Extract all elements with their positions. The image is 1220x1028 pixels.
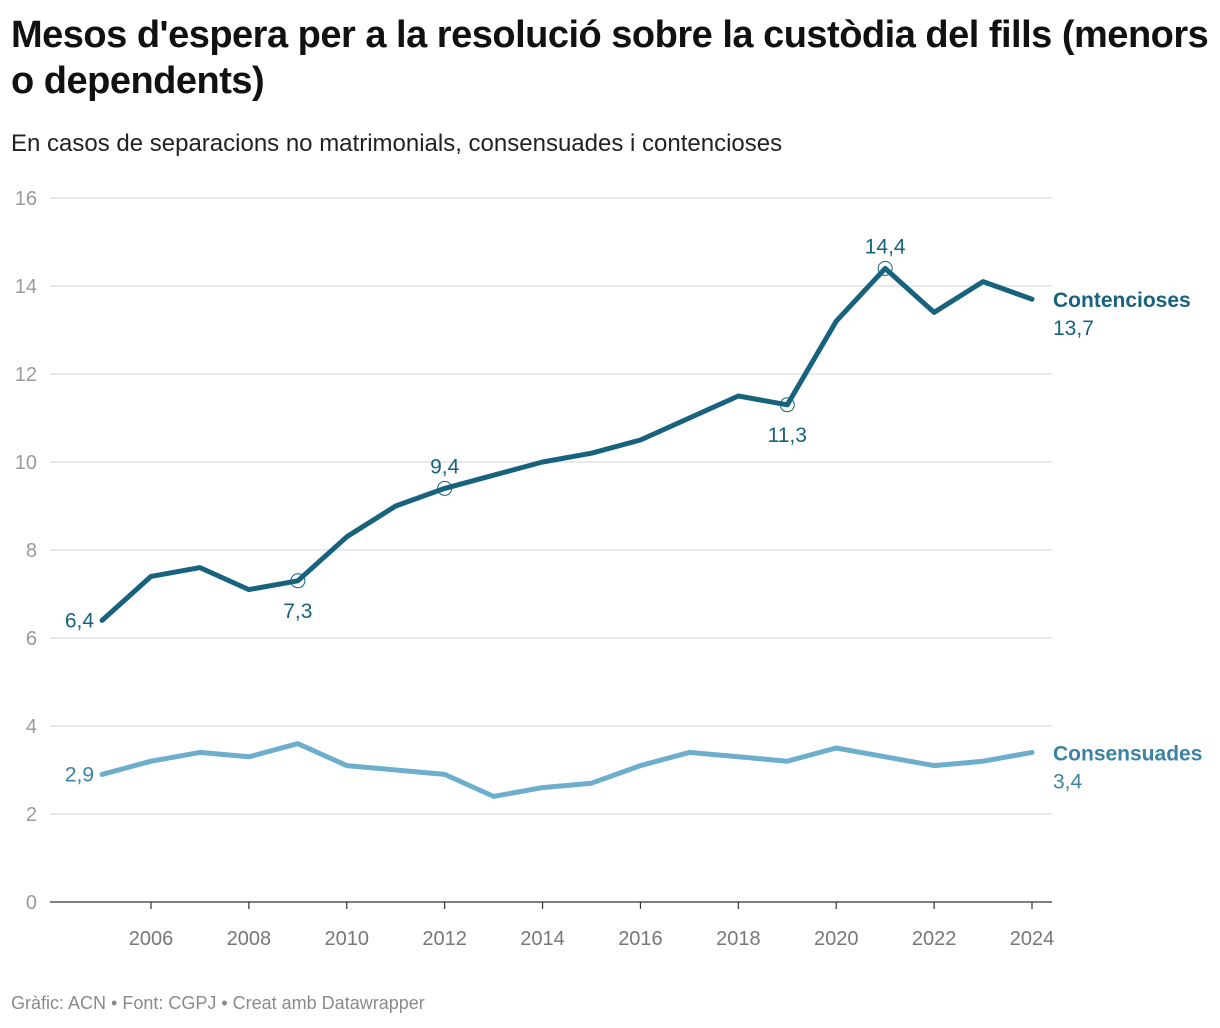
series-end-value: 3,4 [1053,770,1083,793]
x-tick-label: 2020 [814,928,859,950]
data-label: 2,9 [65,763,94,786]
series-end-value: 13,7 [1053,317,1094,340]
x-tick-label: 2012 [422,928,467,950]
y-tick-label: 2 [26,804,37,826]
chart-title: Mesos d'espera per a la resolució sobre … [11,14,1209,102]
y-tick-label: 10 [15,452,37,474]
data-label: 7,3 [283,600,312,623]
y-tick-label: 0 [26,892,37,914]
data-label: 6,4 [65,609,95,632]
chart-subtitle: En casos de separacions no matrimonials,… [11,130,783,157]
y-tick-label: 14 [15,276,37,298]
series-line-consensuades [99,741,1035,799]
series-line-contencioses [99,265,1035,623]
x-tick-label: 2008 [227,928,272,950]
y-tick-label: 12 [15,364,37,386]
x-tick-label: 2016 [618,928,663,950]
y-tick-label: 6 [26,628,37,650]
chart-footer: Gràfic: ACN • Font: CGPJ • Creat amb Dat… [11,993,425,1013]
line-chart: 0 2 4 6 8 10 12 14 16 2006 2008 2010 2012 2014 2016 201… [15,188,1203,950]
x-tick-label: 2022 [912,928,957,950]
data-label: 9,4 [430,455,460,478]
annotation-marker [779,397,795,413]
x-tick-label: 2014 [520,928,565,950]
y-tick-label: 16 [15,188,37,210]
x-tick-label: 2018 [716,928,761,950]
data-label: 11,3 [768,424,807,447]
y-tick-label: 8 [26,540,37,562]
annotation-marker [290,573,306,589]
data-label: 14,4 [865,235,906,258]
annotation-marker [437,480,453,496]
x-tick-label: 2006 [129,928,174,950]
series-label: Contencioses [1053,289,1191,312]
annotation-marker [877,260,893,276]
y-tick-label: 4 [26,716,37,738]
x-tick-label: 2024 [1010,928,1055,950]
x-tick-label: 2010 [325,928,370,950]
series-label: Consensuades [1053,742,1202,765]
